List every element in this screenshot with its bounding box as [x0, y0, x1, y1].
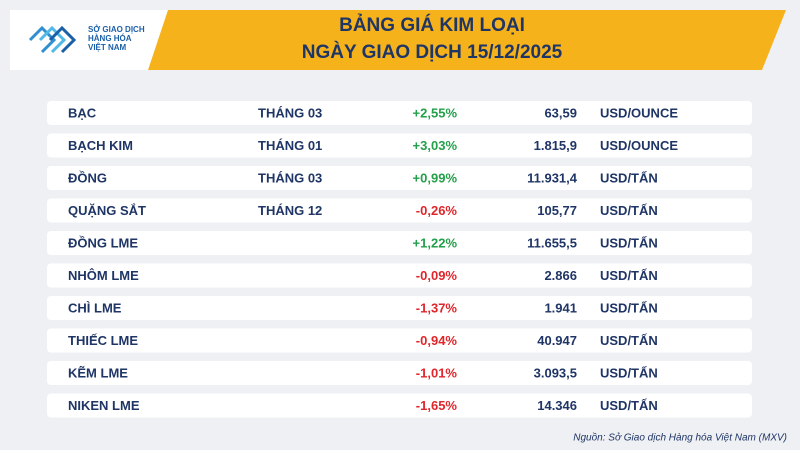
change: +1,22%: [413, 235, 458, 250]
table-row: [47, 101, 752, 125]
commodity: THIẾC LME: [68, 333, 138, 348]
table-row: [47, 166, 752, 190]
price: 63,59: [544, 105, 577, 120]
price: 105,77: [537, 203, 577, 218]
change: +0,99%: [413, 170, 458, 185]
price: 1.815,9: [534, 138, 577, 153]
commodity: QUẶNG SẮT: [68, 203, 146, 218]
change: -1,01%: [416, 365, 458, 380]
unit: USD/OUNCE: [600, 138, 678, 153]
commodity: BẠC: [68, 105, 97, 120]
title: BẢNG GIÁ KIM LOẠI: [339, 14, 525, 36]
commodity: NHÔM LME: [68, 268, 139, 283]
change: +2,55%: [413, 105, 458, 120]
table: BẠC THÁNG 03 +2,55% 63,59 USD/OUNCE BẠCH KIM T…: [47, 101, 752, 418]
unit: USD/TẤN: [600, 333, 658, 348]
contract-month: THÁNG 12: [258, 203, 322, 218]
price: 1.941: [544, 300, 577, 315]
table-row: [47, 231, 752, 255]
source: Nguồn: Sở Giao dịch Hàng hóa Việt Nam (M…: [573, 432, 787, 444]
price: 14.346: [537, 398, 577, 413]
unit: USD/TẤN: [600, 365, 658, 380]
change: +3,03%: [413, 138, 458, 153]
logo-text: SỞ GIAO DỊCH: [88, 25, 145, 34]
table-row: [47, 393, 752, 418]
logo-mark: [28, 25, 77, 54]
commodity: BẠCH KIM: [68, 138, 133, 153]
table-row: [47, 296, 752, 320]
commodity: ĐỒNG: [68, 170, 107, 185]
table-row: [47, 198, 752, 223]
unit: USD/TẤN: [600, 235, 658, 250]
unit: USD/OUNCE: [600, 105, 678, 120]
change: -1,65%: [416, 398, 458, 413]
unit: USD/TẤN: [600, 300, 658, 315]
price: 11.655,5: [527, 235, 577, 250]
commodity: KẼM LME: [68, 365, 128, 380]
commodity: NIKEN LME: [68, 398, 140, 413]
price: 11.931,4: [527, 170, 578, 185]
unit: USD/TẤN: [600, 170, 658, 185]
unit: USD/TẤN: [600, 268, 658, 283]
table-row: [47, 263, 752, 288]
contract-month: THÁNG 01: [258, 138, 322, 153]
change: -0,94%: [416, 333, 458, 348]
contract-month: THÁNG 03: [258, 170, 322, 185]
header-banner: [130, 10, 786, 70]
change: -1,37%: [416, 300, 458, 315]
price: 3.093,5: [534, 365, 577, 380]
price: 2.866: [544, 268, 577, 283]
table-row: [47, 133, 752, 158]
commodity: ĐỒNG LME: [68, 235, 138, 250]
logo-text: VIỆT NAM: [88, 43, 127, 52]
unit: USD/TẤN: [600, 203, 658, 218]
change: -0,26%: [416, 203, 458, 218]
unit: USD/TẤN: [600, 398, 658, 413]
contract-month: THÁNG 03: [258, 105, 322, 120]
logo-text: HÀNG HÓA: [88, 34, 132, 43]
logo-panel: [10, 10, 168, 70]
commodity: CHÌ LME: [68, 300, 122, 315]
table-row: [47, 361, 752, 385]
title: NGÀY GIAO DỊCH 15/12/2025: [302, 41, 563, 63]
price: 40.947: [537, 333, 577, 348]
table-row: [47, 328, 752, 353]
change: -0,09%: [416, 268, 458, 283]
